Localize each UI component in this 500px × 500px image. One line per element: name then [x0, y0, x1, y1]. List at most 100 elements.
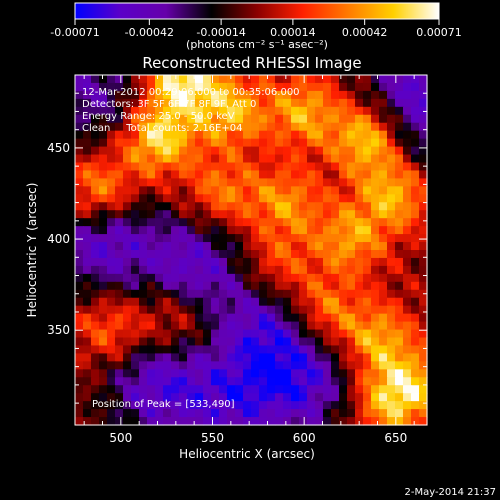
- heatmap-cell: [219, 154, 228, 164]
- heatmap-cell: [323, 194, 332, 203]
- heatmap-cell: [323, 186, 332, 195]
- heatmap-cell: [75, 202, 84, 211]
- heatmap-cell: [339, 154, 348, 164]
- heatmap-cell: [99, 146, 108, 156]
- heatmap-cell: [235, 393, 244, 402]
- heatmap-cell: [291, 98, 300, 108]
- heatmap-cell: [99, 170, 108, 179]
- heatmap-cell: [187, 265, 196, 275]
- heatmap-cell: [387, 138, 396, 148]
- heatmap-cell: [339, 361, 348, 370]
- heatmap-cell: [139, 417, 148, 426]
- heatmap-cell: [259, 202, 268, 211]
- heatmap-cell: [347, 337, 356, 347]
- heatmap-cell: [387, 417, 396, 426]
- heatmap-cell: [411, 154, 420, 164]
- heatmap-cell: [387, 114, 396, 124]
- heatmap-cell: [179, 178, 188, 187]
- heatmap-cell: [267, 289, 276, 299]
- heatmap-cell: [187, 154, 196, 164]
- heatmap-cell: [91, 297, 100, 307]
- heatmap-cell: [291, 75, 300, 84]
- heatmap-cell: [91, 170, 100, 179]
- heatmap-cell: [307, 98, 316, 108]
- heatmap-cell: [267, 226, 276, 235]
- heatmap-cell: [387, 178, 396, 187]
- heatmap-cell: [331, 337, 340, 347]
- heatmap-cell: [219, 75, 228, 84]
- heatmap-cell: [299, 210, 308, 219]
- heatmap-cell: [315, 393, 324, 402]
- heatmap-cell: [379, 226, 388, 235]
- heatmap-cell: [275, 297, 284, 307]
- heatmap-cell: [363, 90, 372, 100]
- heatmap-cell: [99, 90, 108, 100]
- heatmap-cell: [275, 353, 284, 362]
- heatmap-cell: [267, 202, 276, 211]
- heatmap-cell: [379, 146, 388, 156]
- heatmap-cell: [387, 98, 396, 108]
- heatmap-cell: [219, 186, 228, 195]
- heatmap-cell: [403, 289, 412, 299]
- heatmap-cell: [379, 361, 388, 370]
- heatmap-cell: [227, 401, 236, 410]
- heatmap-cell: [227, 122, 236, 132]
- heatmap-cell: [75, 210, 84, 219]
- heatmap-cell: [163, 417, 172, 426]
- heatmap-cell: [419, 154, 428, 164]
- heatmap-cell: [267, 353, 276, 362]
- heatmap-cell: [331, 90, 340, 100]
- heatmap-cell: [347, 202, 356, 211]
- heatmap-cell: [227, 281, 236, 291]
- heatmap-cell: [171, 146, 180, 156]
- heatmap-cell: [155, 353, 164, 362]
- heatmap-cell: [283, 218, 292, 227]
- heatmap-cell: [395, 369, 404, 378]
- heatmap-cell: [203, 218, 212, 227]
- heatmap-cell: [347, 353, 356, 362]
- heatmap-cell: [75, 114, 84, 124]
- heatmap-cell: [387, 329, 396, 339]
- heatmap-cell: [139, 218, 148, 227]
- heatmap-cell: [163, 297, 172, 307]
- heatmap-cell: [419, 218, 428, 227]
- heatmap-cell: [291, 385, 300, 394]
- heatmap-cell: [371, 194, 380, 203]
- heatmap-cell: [355, 234, 364, 243]
- heatmap-cell: [91, 353, 100, 362]
- heatmap-cell: [275, 345, 284, 354]
- heatmap-cell: [155, 257, 164, 267]
- heatmap-cell: [331, 178, 340, 187]
- heatmap-cell: [419, 90, 428, 100]
- heatmap-cell: [139, 257, 148, 267]
- heatmap-cell: [227, 353, 236, 362]
- heatmap-cell: [387, 186, 396, 195]
- heatmap-cell: [283, 401, 292, 410]
- heatmap-cell: [91, 321, 100, 331]
- heatmap-cell: [219, 210, 228, 219]
- heatmap-cell: [83, 337, 92, 347]
- heatmap-cell: [371, 106, 380, 116]
- heatmap-cell: [419, 82, 428, 92]
- heatmap-cell: [99, 130, 108, 140]
- heatmap-cell: [275, 114, 284, 124]
- heatmap-cell: [323, 369, 332, 378]
- heatmap-cell: [419, 305, 428, 315]
- heatmap-cell: [235, 154, 244, 164]
- heatmap-cell: [115, 337, 124, 347]
- heatmap-cell: [299, 218, 308, 227]
- heatmap-cell: [75, 393, 84, 402]
- heatmap-cell: [315, 170, 324, 179]
- heatmap-cell: [275, 250, 284, 259]
- heatmap-cell: [283, 321, 292, 331]
- heatmap-cell: [403, 353, 412, 362]
- heatmap-cell: [99, 297, 108, 307]
- heatmap-cell: [243, 297, 252, 307]
- heatmap-cell: [283, 226, 292, 235]
- heatmap-cell: [75, 385, 84, 394]
- heatmap-cell: [259, 234, 268, 243]
- heatmap-cell: [323, 257, 332, 267]
- heatmap-cell: [355, 369, 364, 378]
- heatmap-cell: [123, 313, 132, 323]
- heatmap-cell: [203, 202, 212, 211]
